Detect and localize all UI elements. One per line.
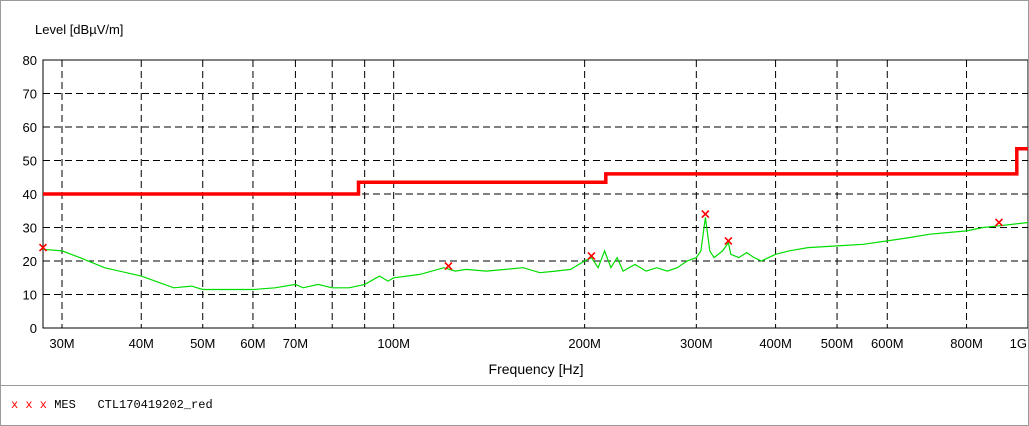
x-tick-label: 600M [871,336,904,351]
x-tick-labels: 30M 40M 50M 60M 70M 100M 200M 300M 400M 500M 600M 8… [49,336,1027,351]
x-tick-label: 1G [1010,336,1027,351]
marker-x-icon [724,236,733,245]
marker-x-icon [994,218,1004,227]
spectrum-line [42,217,1028,291]
x-tick-label: 70M [283,336,308,351]
y-tick-label: 50 [23,154,37,169]
legend-marker-icon: x x x [11,398,48,412]
y-tick-label: 20 [23,254,37,269]
y-axis-label: Level [dBµV/m] [35,22,123,37]
x-tick-label: 200M [568,336,601,351]
marker-x-icon [701,210,710,219]
x-tick-label: 400M [759,336,792,351]
y-tick-label: 70 [23,87,37,102]
marker-x-icon [38,243,48,252]
y-tick-label: 30 [23,221,37,236]
measurement-markers [38,210,1004,271]
legend-panel: x x x MES CTL170419202_red [1,385,1028,426]
legend-type: MES [54,398,76,412]
x-tick-label: 300M [680,336,713,351]
marker-x-icon [587,251,596,261]
emission-chart: Level [dBµV/m] 0 10 20 30 40 50 60 70 80 30M 40M 5… [23,22,1028,377]
limit-line [43,147,1028,196]
y-tick-label: 40 [23,187,37,202]
marker-x-icon [444,261,453,271]
x-tick-label: 30M [49,336,74,351]
y-tick-labels: 0 10 20 30 40 50 60 70 80 [23,53,37,336]
grid-lines [43,60,1028,328]
x-tick-label: 40M [129,336,154,351]
x-tick-label: 500M [821,336,854,351]
y-tick-label: 60 [23,120,37,135]
x-tick-label: 50M [190,336,215,351]
y-tick-label: 0 [30,321,37,336]
x-axis-label: Frequency [Hz] [489,361,584,377]
legend-entry: x x x MES CTL170419202_red [11,398,213,412]
y-tick-label: 80 [23,53,37,68]
legend-name: CTL170419202_red [97,398,213,412]
x-tick-label: 800M [950,336,983,351]
x-tick-label: 100M [377,336,410,351]
y-tick-label: 10 [23,288,37,303]
x-tick-label: 60M [240,336,265,351]
